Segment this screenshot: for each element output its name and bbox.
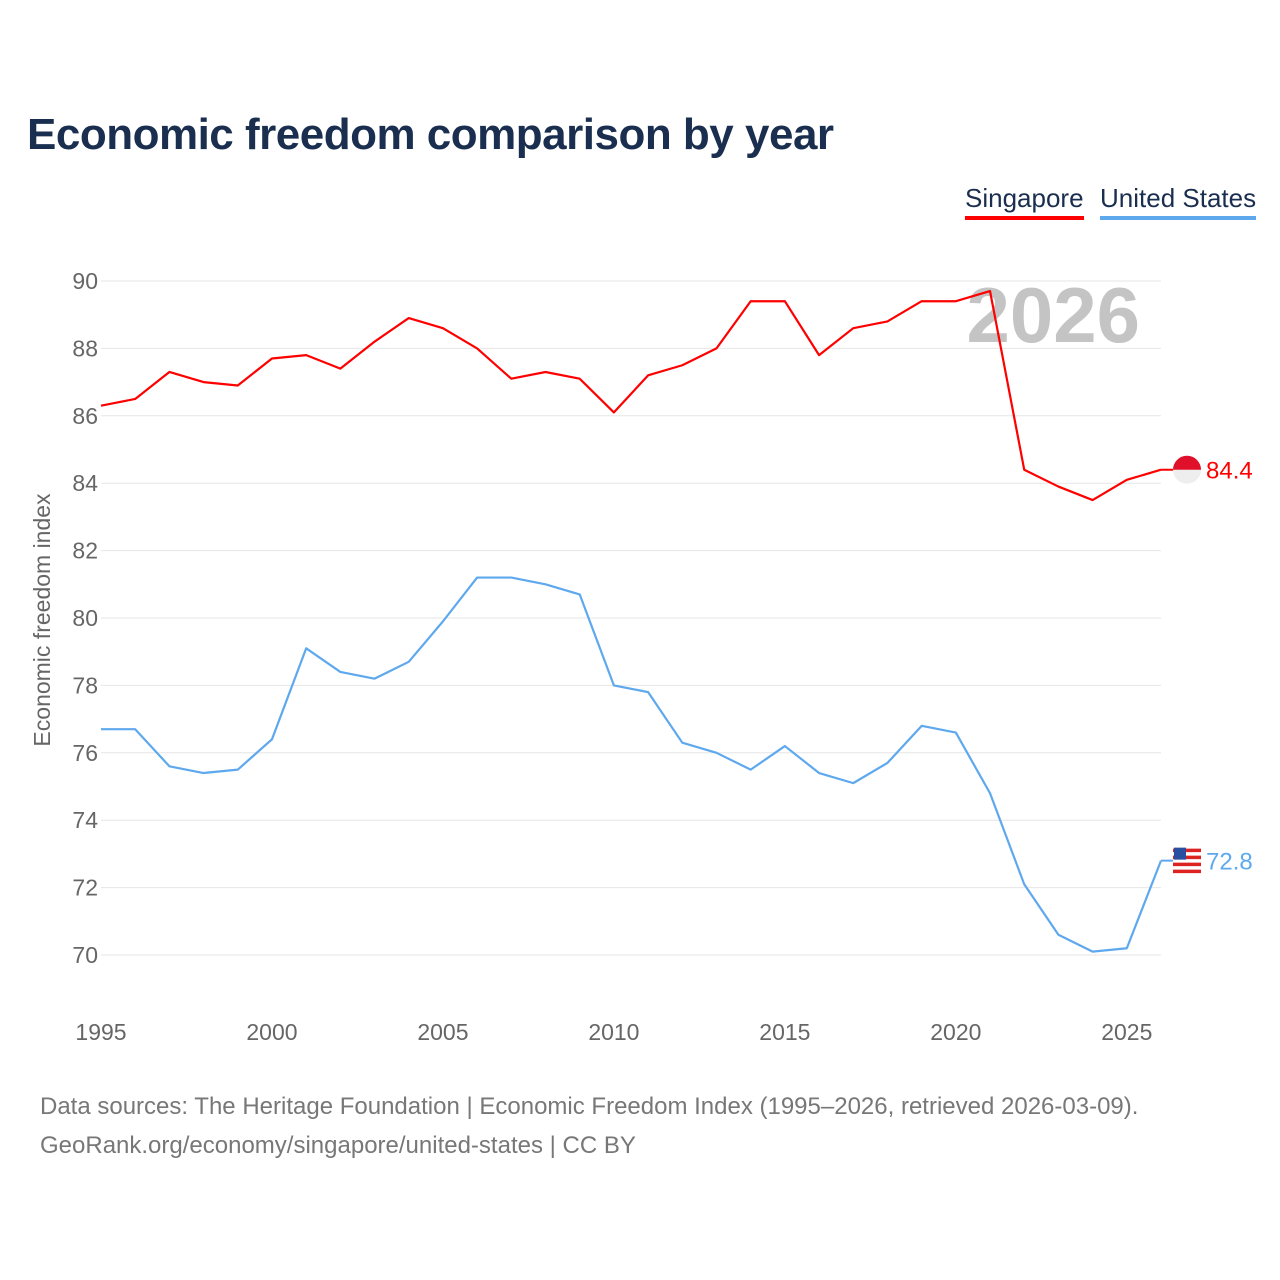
end-value-label: 84.4 (1206, 458, 1253, 485)
footer-link[interactable]: GeoRank.org/economy/singapore/united-sta… (40, 1132, 636, 1159)
y-tick-label: 72 (72, 875, 98, 901)
us-flag-stripe (1173, 862, 1201, 867)
legend-singapore[interactable]: Singapore (965, 183, 1084, 220)
x-tick-label: 2020 (930, 1019, 981, 1045)
footer-sources: Data sources: The Heritage Foundation | … (40, 1093, 1139, 1120)
series-line-singapore (100, 290, 1162, 502)
y-tick-label: 86 (72, 403, 98, 429)
y-tick-label: 80 (72, 605, 98, 631)
y-axis-label: Economic freedom index (29, 493, 55, 747)
x-tick-label: 2010 (588, 1019, 639, 1045)
y-tick-label: 70 (72, 942, 98, 968)
x-tick-label: 2015 (759, 1019, 810, 1045)
us-flag-stripe (1173, 869, 1201, 874)
y-tick-label: 84 (72, 470, 98, 496)
x-tick-label: 2005 (417, 1019, 468, 1045)
us-flag-stripe (1173, 848, 1201, 853)
chart-title: Economic freedom comparison by year (27, 110, 834, 159)
x-tick-label: 2025 (1101, 1019, 1152, 1045)
singapore-flag-red-half (1173, 455, 1201, 470)
y-tick-label: 88 (72, 335, 98, 361)
y-tick-label: 78 (72, 672, 98, 698)
footer: Data sources: The Heritage Foundation | … (40, 1087, 1138, 1165)
us-flag-stripe (1173, 855, 1201, 860)
year-watermark: 2026 (966, 271, 1140, 359)
x-tick-label: 1995 (75, 1019, 126, 1045)
legend-united-states[interactable]: United States (1100, 183, 1257, 220)
end-value-label: 72.8 (1206, 849, 1253, 876)
y-tick-label: 76 (72, 740, 98, 766)
y-tick-label: 82 (72, 538, 98, 564)
us-flag-canton (1174, 847, 1186, 860)
series-line-united-states (101, 576, 1163, 953)
y-tick-label: 74 (72, 807, 98, 833)
x-tick-label: 2000 (246, 1019, 297, 1045)
y-tick-label: 90 (72, 268, 98, 294)
